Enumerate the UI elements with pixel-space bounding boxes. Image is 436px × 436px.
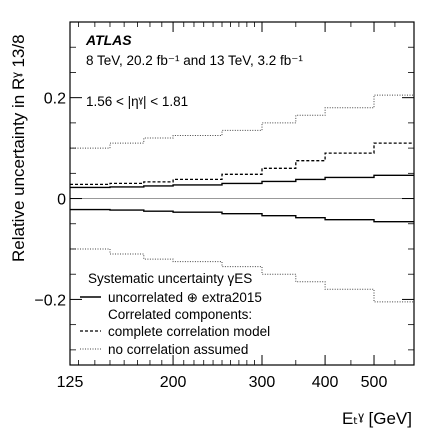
legend-entry-complete: complete correlation model	[108, 324, 270, 339]
plot-frame	[69, 21, 415, 366]
x-tick-label-400: 400	[312, 374, 339, 391]
legend-entry-nocorr: no correlation assumed	[108, 342, 248, 357]
series-no-correlation-lower	[70, 248, 414, 303]
x-tick-label-300: 300	[249, 374, 276, 391]
energy-lumi-label: 8 TeV, 20.2 fb⁻¹ and 13 TeV, 3.2 fb⁻¹	[86, 53, 303, 68]
legend-subheading: Correlated components:	[108, 307, 252, 322]
x-tick-label-125: 125	[57, 374, 84, 391]
x-tick-label-200: 200	[160, 374, 187, 391]
series-complete-correlation-upper	[70, 142, 414, 186]
series-uncorrelated-lower	[70, 208, 414, 223]
y-tick-label-0: −0.2	[34, 292, 66, 309]
x-axis-title: Eₜˠ [GeV]	[342, 409, 412, 428]
x-tick-label-500: 500	[361, 374, 388, 391]
y-tick-label-2: 0.2	[44, 91, 66, 108]
y-axis-title: Relative uncertainty in Rˠ 13/8	[9, 34, 28, 262]
y-tick-label-1: 0	[57, 192, 66, 209]
legend-entry-uncorrelated: uncorrelated ⊕ extra2015	[108, 290, 262, 305]
legend-title: Systematic uncertainty γES	[88, 271, 252, 286]
eta-range-label: 1.56 < |ηˠ| < 1.81	[86, 94, 188, 109]
series-no-correlation-upper	[70, 94, 414, 149]
series-uncorrelated-upper	[70, 174, 414, 189]
atlas-label: ATLAS	[85, 32, 132, 48]
